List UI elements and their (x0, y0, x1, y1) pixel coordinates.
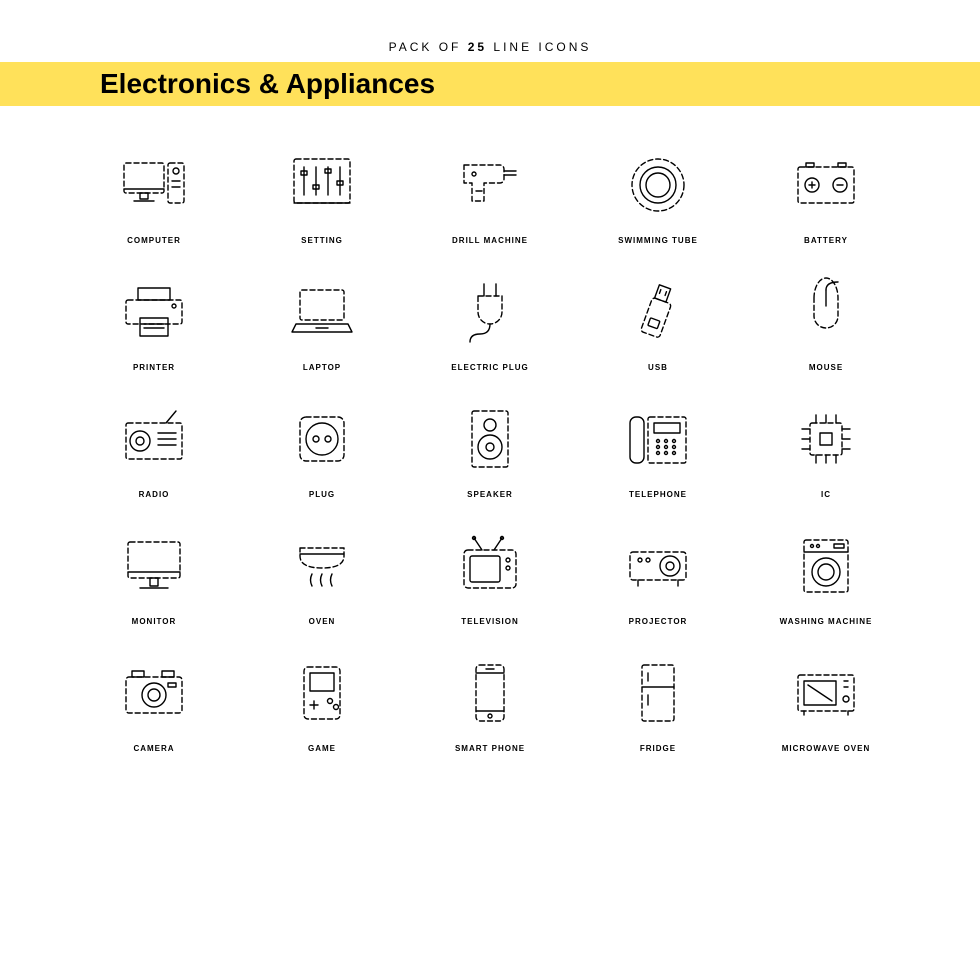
icon-label: SWIMMING TUBE (618, 236, 698, 245)
icon-label: LAPTOP (303, 363, 341, 372)
icon-label: BATTERY (804, 236, 848, 245)
game-icon (283, 654, 361, 732)
subtitle: PACK OF 25 LINE ICONS (0, 40, 980, 54)
speaker-icon (451, 400, 529, 478)
icon-label: MOUSE (809, 363, 843, 372)
oven-icon (283, 527, 361, 605)
icon-cell: MOUSE (752, 273, 900, 372)
page-title: Electronics & Appliances (100, 68, 435, 100)
icon-cell: PROJECTOR (584, 527, 732, 626)
icon-cell: TELEVISION (416, 527, 564, 626)
icon-cell: MICROWAVE OVEN (752, 654, 900, 753)
icon-cell: PRINTER (80, 273, 228, 372)
icon-cell: GAME (248, 654, 396, 753)
icon-label: PROJECTOR (629, 617, 688, 626)
usb-icon (619, 273, 697, 351)
icon-label: PLUG (309, 490, 335, 499)
icon-label: SMART PHONE (455, 744, 525, 753)
battery-icon (787, 146, 865, 224)
icon-cell: TELEPHONE (584, 400, 732, 499)
icon-cell: MONITOR (80, 527, 228, 626)
icon-label: TELEVISION (461, 617, 519, 626)
icon-label: FRIDGE (640, 744, 676, 753)
icon-grid: COMPUTER SETTING (0, 146, 980, 753)
drill-machine-icon (451, 146, 529, 224)
icon-cell: SMART PHONE (416, 654, 564, 753)
printer-icon (115, 273, 193, 351)
title-bar: Electronics & Appliances (0, 62, 980, 106)
icon-label: COMPUTER (127, 236, 181, 245)
radio-icon (115, 400, 193, 478)
icon-label: MICROWAVE OVEN (782, 744, 871, 753)
laptop-icon (283, 273, 361, 351)
computer-icon (115, 146, 193, 224)
header: PACK OF 25 LINE ICONS (0, 0, 980, 54)
subtitle-pre: PACK OF (389, 40, 468, 54)
icon-cell: BATTERY (752, 146, 900, 245)
icon-cell: COMPUTER (80, 146, 228, 245)
mouse-icon (787, 273, 865, 351)
telephone-icon (619, 400, 697, 478)
icon-cell: LAPTOP (248, 273, 396, 372)
icon-label: TELEPHONE (629, 490, 687, 499)
projector-icon (619, 527, 697, 605)
icon-label: DRILL MACHINE (452, 236, 528, 245)
icon-cell: SWIMMING TUBE (584, 146, 732, 245)
icon-cell: WASHING MACHINE (752, 527, 900, 626)
icon-cell: DRILL MACHINE (416, 146, 564, 245)
icon-label: OVEN (309, 617, 336, 626)
icon-label: CAMERA (133, 744, 174, 753)
icon-label: RADIO (139, 490, 170, 499)
icon-cell: SPEAKER (416, 400, 564, 499)
icon-label: USB (648, 363, 668, 372)
icon-label: IC (821, 490, 831, 499)
monitor-icon (115, 527, 193, 605)
smart-phone-icon (451, 654, 529, 732)
icon-label: MONITOR (132, 617, 177, 626)
subtitle-count: 25 (468, 40, 487, 54)
microwave-oven-icon (787, 654, 865, 732)
icon-cell: SETTING (248, 146, 396, 245)
icon-label: SPEAKER (467, 490, 513, 499)
icon-label: SETTING (301, 236, 343, 245)
electric-plug-icon (451, 273, 529, 351)
icon-label: GAME (308, 744, 336, 753)
icon-cell: OVEN (248, 527, 396, 626)
swimming-tube-icon (619, 146, 697, 224)
icon-cell: PLUG (248, 400, 396, 499)
icon-cell: FRIDGE (584, 654, 732, 753)
television-icon (451, 527, 529, 605)
washing-machine-icon (787, 527, 865, 605)
subtitle-post: LINE ICONS (487, 40, 591, 54)
icon-label: PRINTER (133, 363, 175, 372)
setting-icon (283, 146, 361, 224)
icon-cell: USB (584, 273, 732, 372)
icon-label: WASHING MACHINE (780, 617, 873, 626)
icon-label: ELECTRIC PLUG (451, 363, 528, 372)
ic-icon (787, 400, 865, 478)
plug-icon (283, 400, 361, 478)
icon-cell: RADIO (80, 400, 228, 499)
fridge-icon (619, 654, 697, 732)
camera-icon (115, 654, 193, 732)
icon-cell: CAMERA (80, 654, 228, 753)
icon-cell: ELECTRIC PLUG (416, 273, 564, 372)
icon-cell: IC (752, 400, 900, 499)
